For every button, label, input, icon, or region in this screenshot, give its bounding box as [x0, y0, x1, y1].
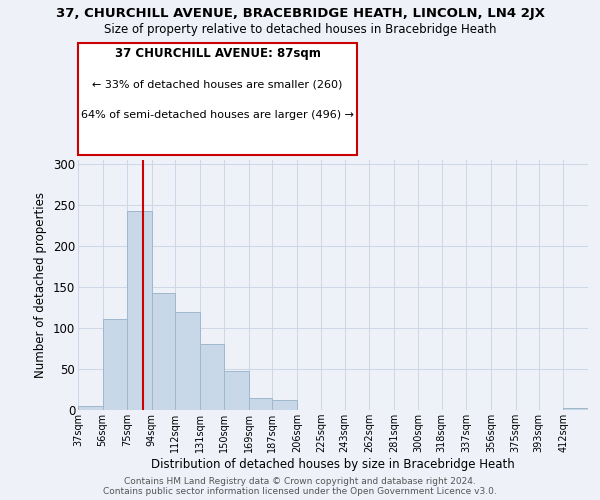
Bar: [200, 344, 224, 410]
Bar: [563, 408, 588, 410]
X-axis label: Distribution of detached houses by size in Bracebridge Heath: Distribution of detached houses by size …: [151, 458, 515, 471]
Text: 64% of semi-detached houses are larger (496) →: 64% of semi-detached houses are larger (…: [81, 110, 354, 120]
Bar: [272, 400, 297, 410]
Text: Size of property relative to detached houses in Bracebridge Heath: Size of property relative to detached ho…: [104, 22, 496, 36]
Bar: [224, 370, 249, 410]
Bar: [127, 211, 152, 410]
Text: Contains public sector information licensed under the Open Government Licence v3: Contains public sector information licen…: [103, 487, 497, 496]
Text: ← 33% of detached houses are smaller (260): ← 33% of detached houses are smaller (26…: [92, 80, 343, 90]
Y-axis label: Number of detached properties: Number of detached properties: [34, 192, 47, 378]
Bar: [103, 319, 127, 410]
Text: 37 CHURCHILL AVENUE: 87sqm: 37 CHURCHILL AVENUE: 87sqm: [115, 48, 320, 60]
Bar: [78, 406, 103, 410]
Text: 37, CHURCHILL AVENUE, BRACEBRIDGE HEATH, LINCOLN, LN4 2JX: 37, CHURCHILL AVENUE, BRACEBRIDGE HEATH,…: [56, 8, 545, 20]
Text: Contains HM Land Registry data © Crown copyright and database right 2024.: Contains HM Land Registry data © Crown c…: [124, 477, 476, 486]
Bar: [249, 398, 272, 410]
Bar: [152, 293, 175, 410]
Bar: [175, 312, 200, 410]
